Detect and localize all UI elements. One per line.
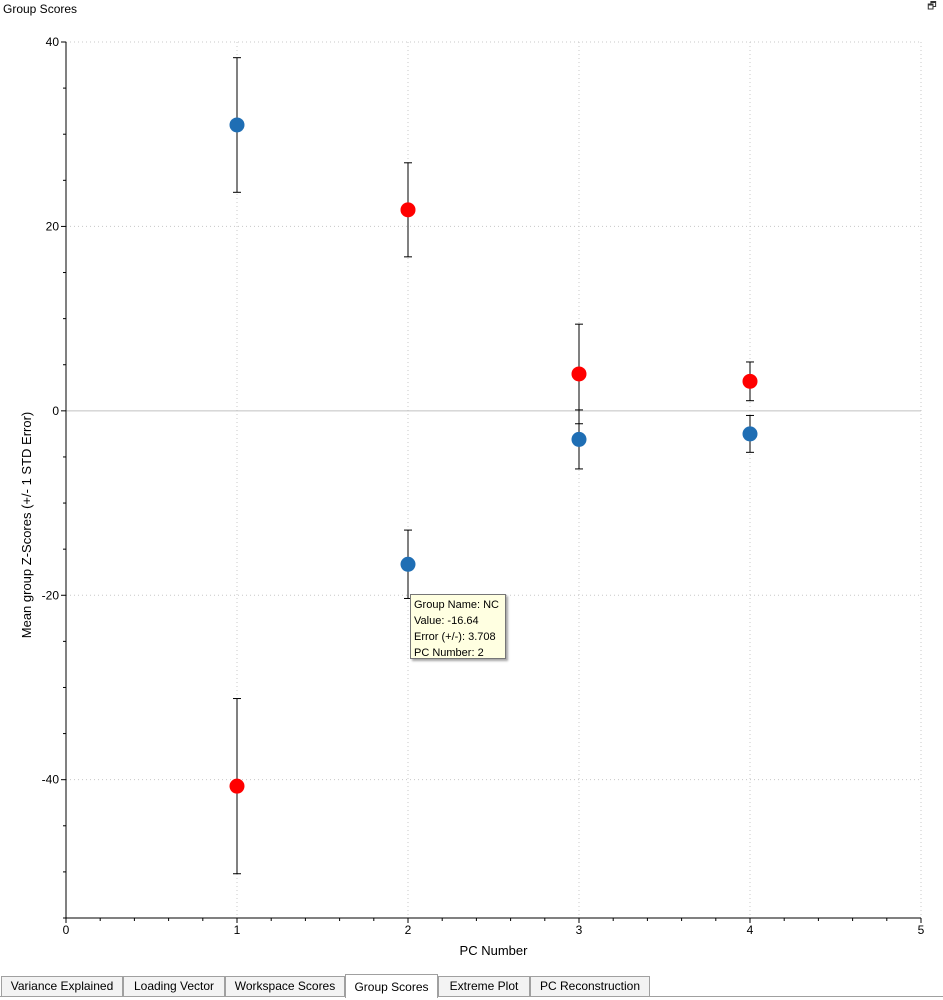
tab-variance-explained[interactable]: Variance Explained	[1, 976, 123, 996]
x-tick-label: 1	[234, 923, 241, 937]
y-tick-label: -40	[42, 773, 60, 787]
y-tick-label: 40	[46, 35, 60, 49]
y-tick-label: 0	[52, 404, 59, 418]
x-axis-label: PC Number	[460, 943, 529, 958]
tab-pc-reconstruction[interactable]: PC Reconstruction	[530, 976, 650, 996]
tooltip-error: Error (+/-): 3.708	[414, 631, 496, 643]
x-tick-label: 5	[918, 923, 925, 937]
data-point	[229, 778, 245, 794]
y-axis-label: Mean group Z-Scores (+/- 1 STD Error)	[19, 412, 34, 638]
data-point	[571, 366, 587, 382]
data-point	[400, 202, 416, 218]
tab-group-scores[interactable]: Group Scores	[345, 974, 438, 998]
x-tick-label: 3	[576, 923, 583, 937]
tooltip-value: Value: -16.64	[414, 615, 479, 627]
y-tick-label: 20	[46, 219, 60, 233]
group-scores-chart[interactable]: 40 20 0 -20 -40 0 1 2 3 4 5 PC Number Mean group Z-S…	[0, 0, 943, 972]
y-tick-label: -20	[42, 588, 60, 602]
data-point	[400, 556, 416, 572]
data-point	[571, 431, 587, 447]
data-point	[742, 426, 758, 442]
tab-extreme-plot[interactable]: Extreme Plot	[438, 976, 530, 996]
x-tick-label: 2	[405, 923, 412, 937]
window-titlebar: Group Scores 🗗	[0, 0, 943, 18]
tooltip-pc-number: PC Number: 2	[414, 647, 484, 659]
data-point	[229, 117, 245, 133]
window-title: Group Scores	[3, 2, 78, 16]
tab-workspace-scores[interactable]: Workspace Scores	[225, 976, 345, 996]
restore-window-icon[interactable]: 🗗	[927, 1, 937, 12]
x-tick-label: 0	[63, 923, 70, 937]
tooltip-group-name: Group Name: NC	[414, 599, 499, 611]
point-tooltip: Group Name: NC Value: -16.64 Error (+/-)…	[410, 594, 506, 659]
tab-loading-vector[interactable]: Loading Vector	[123, 976, 225, 996]
tab-bar: Variance Explained Loading Vector Worksp…	[0, 974, 943, 1000]
x-tick-label: 4	[747, 923, 754, 937]
data-point	[742, 373, 758, 389]
